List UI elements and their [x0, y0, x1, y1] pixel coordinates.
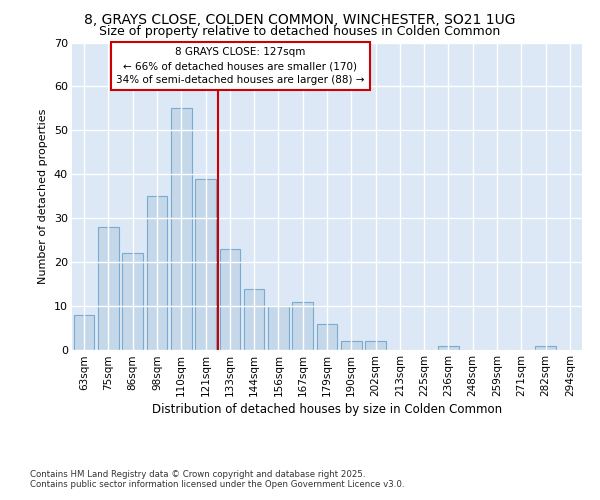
- Bar: [292, 302, 313, 350]
- Text: Size of property relative to detached houses in Colden Common: Size of property relative to detached ho…: [100, 25, 500, 38]
- Bar: [220, 249, 240, 350]
- Bar: [438, 346, 459, 350]
- Bar: [535, 346, 556, 350]
- Text: Distribution of detached houses by size in Colden Common: Distribution of detached houses by size …: [152, 402, 502, 415]
- Bar: [317, 324, 337, 350]
- Bar: [268, 306, 289, 350]
- Text: 8, GRAYS CLOSE, COLDEN COMMON, WINCHESTER, SO21 1UG: 8, GRAYS CLOSE, COLDEN COMMON, WINCHESTE…: [84, 12, 516, 26]
- Bar: [244, 288, 265, 350]
- Bar: [365, 341, 386, 350]
- Y-axis label: Number of detached properties: Number of detached properties: [38, 108, 48, 284]
- Bar: [171, 108, 191, 350]
- Bar: [341, 341, 362, 350]
- Bar: [195, 178, 216, 350]
- Text: 8 GRAYS CLOSE: 127sqm
← 66% of detached houses are smaller (170)
34% of semi-det: 8 GRAYS CLOSE: 127sqm ← 66% of detached …: [116, 47, 365, 85]
- Bar: [122, 254, 143, 350]
- Bar: [98, 227, 119, 350]
- Bar: [146, 196, 167, 350]
- Text: Contains HM Land Registry data © Crown copyright and database right 2025.
Contai: Contains HM Land Registry data © Crown c…: [30, 470, 404, 490]
- Bar: [74, 315, 94, 350]
